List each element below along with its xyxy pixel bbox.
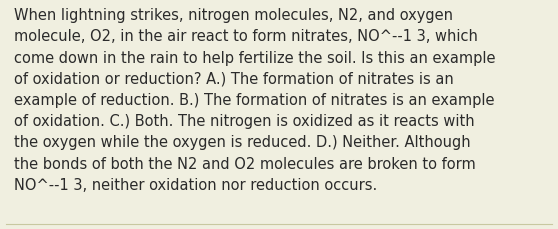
Text: When lightning strikes, nitrogen molecules, N2, and oxygen
molecule, O2, in the : When lightning strikes, nitrogen molecul… [14, 8, 496, 192]
